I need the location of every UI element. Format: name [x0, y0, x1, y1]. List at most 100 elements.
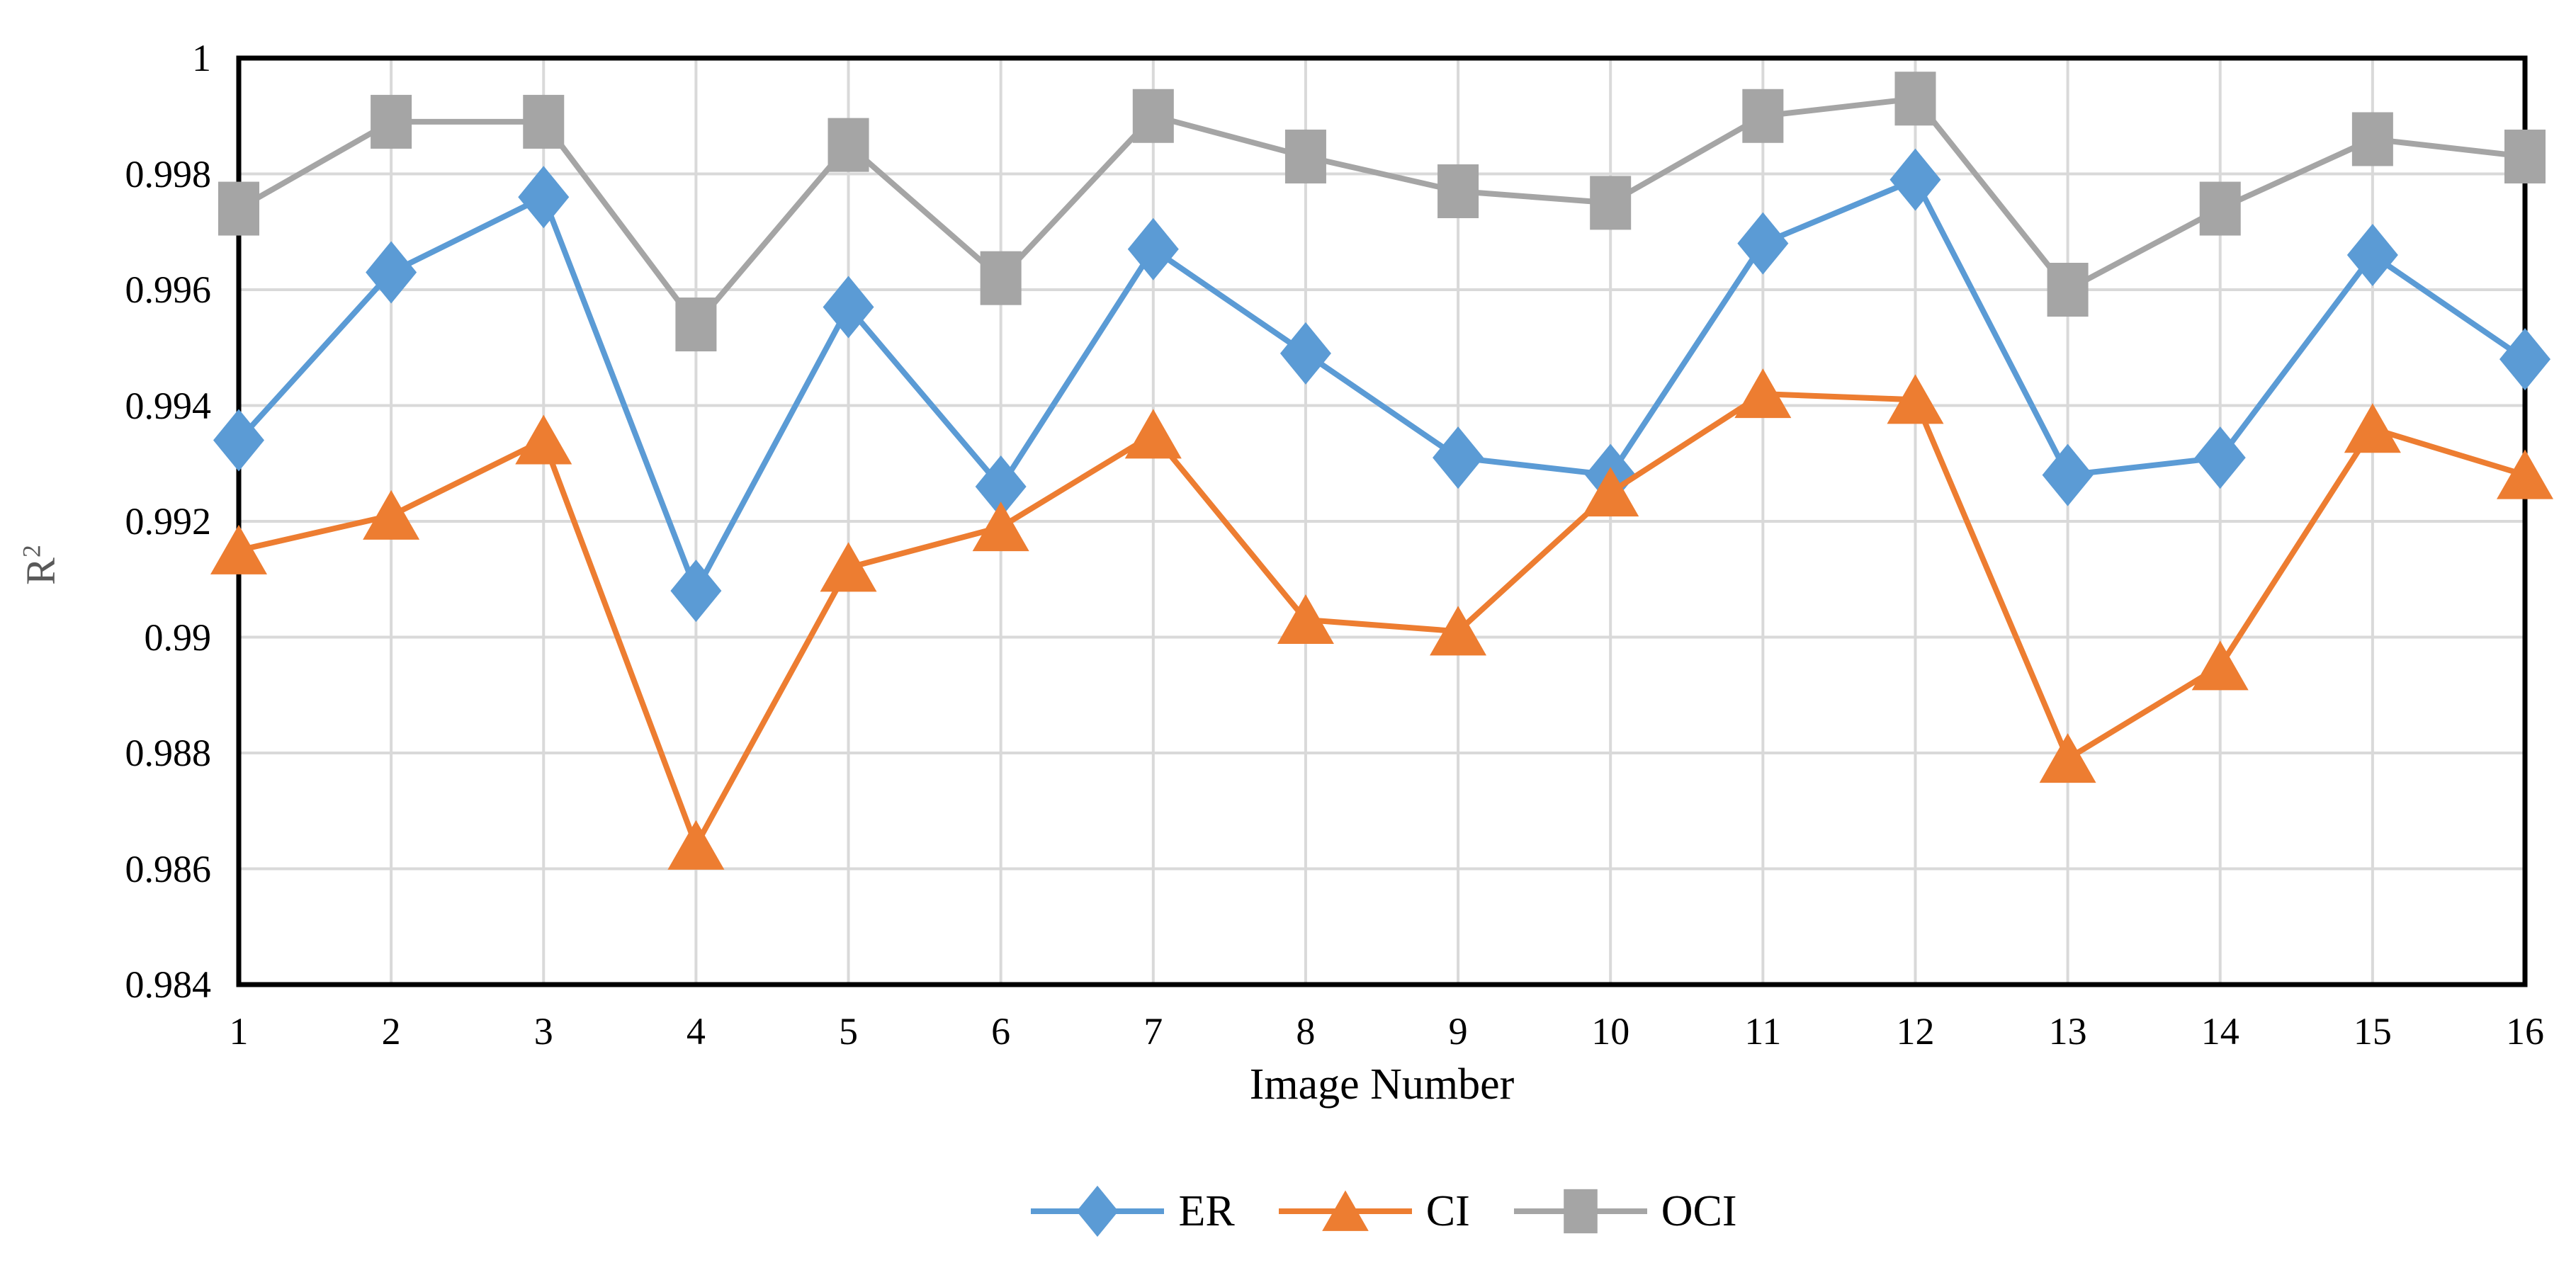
triangle-marker	[1887, 374, 1944, 424]
y-tick-label: 0.99	[144, 616, 212, 659]
legend-item-OCI: OCI	[1510, 1177, 1737, 1245]
triangle-marker	[2344, 403, 2401, 453]
diamond-marker	[1076, 1185, 1119, 1237]
square-marker	[675, 298, 717, 352]
diamond-marker	[2499, 328, 2550, 391]
diamond-marker	[213, 409, 264, 472]
legend-label: ER	[1178, 1186, 1235, 1235]
x-tick-label: 14	[2201, 1010, 2239, 1053]
square-marker	[1437, 164, 1479, 219]
x-tick-label: 8	[1296, 1010, 1316, 1053]
x-axis-title-box: Image Number	[239, 1060, 2525, 1110]
legend-label: OCI	[1661, 1186, 1737, 1235]
triangle-marker	[363, 489, 420, 540]
square-marker	[1284, 129, 1326, 183]
x-tick-label: 7	[1143, 1010, 1163, 1053]
square-marker	[218, 181, 259, 236]
y-tick-label: 0.998	[125, 152, 212, 196]
diamond-marker	[1737, 212, 1789, 275]
diamond-marker	[2194, 426, 2246, 489]
square-marker	[2504, 129, 2546, 183]
series-CI	[210, 368, 2553, 870]
square-marker	[1563, 1189, 1598, 1234]
y-axis-title-superscript: 2	[17, 544, 46, 557]
series-ER	[213, 148, 2550, 623]
x-tick-label: 13	[2048, 1010, 2087, 1053]
diamond-marker	[2042, 443, 2094, 506]
diamond-marker	[2346, 223, 2398, 286]
triangle-marker	[2191, 640, 2249, 691]
triangle-marker	[1124, 409, 1182, 459]
y-tick-label: 1	[192, 37, 211, 79]
legend-key-triangle-icon	[1278, 1190, 1412, 1231]
square-marker	[2351, 112, 2393, 166]
x-tick-label: 11	[1744, 1010, 1782, 1053]
x-tick-label: 4	[686, 1010, 706, 1053]
series-OCI	[218, 72, 2546, 352]
square-marker	[980, 251, 1022, 305]
square-marker	[2047, 263, 2089, 317]
diamond-marker	[823, 276, 874, 339]
legend-label: CI	[1425, 1186, 1470, 1235]
diamond-marker	[975, 455, 1027, 518]
y-tick-label: 0.986	[125, 847, 212, 890]
x-tick-label: 9	[1448, 1010, 1468, 1053]
series-CI-line	[236, 391, 2528, 849]
y-axis-title-base: R	[17, 557, 64, 585]
diamond-marker	[1889, 148, 1941, 211]
y-axis-title: R2	[16, 545, 64, 585]
diamond-marker	[1433, 426, 1484, 489]
gridlines	[239, 58, 2525, 985]
x-tick-label: 12	[1896, 1010, 1935, 1053]
x-tick-label: 10	[1591, 1010, 1630, 1053]
y-axis-title-box: R2	[0, 476, 86, 653]
legend-item-ER: ER	[1027, 1177, 1235, 1245]
square-marker	[1590, 176, 1632, 230]
legend-key-diamond-icon	[1031, 1185, 1165, 1237]
diamond-marker	[518, 166, 570, 229]
square-marker	[1894, 72, 1936, 126]
square-marker	[1132, 89, 1174, 143]
square-marker	[2199, 181, 2241, 236]
plot-frame	[236, 55, 2528, 987]
triangle-marker	[972, 502, 1029, 552]
triangle-marker	[1321, 1190, 1369, 1231]
x-tick-label: 15	[2353, 1010, 2392, 1053]
x-tick-label: 6	[991, 1010, 1011, 1053]
square-marker	[371, 94, 412, 149]
triangle-marker	[1430, 606, 1487, 656]
y-tick-label: 0.992	[125, 500, 212, 543]
triangle-marker	[1734, 368, 1792, 419]
triangle-marker	[210, 524, 267, 574]
square-marker	[523, 94, 565, 149]
triangle-marker	[2039, 733, 2096, 783]
diamond-marker	[670, 560, 722, 623]
diamond-marker	[366, 241, 417, 304]
x-tick-label: 1	[229, 1010, 249, 1053]
square-marker	[1742, 89, 1784, 143]
y-tick-label: 0.984	[125, 963, 212, 1006]
triangle-marker	[1277, 594, 1334, 644]
legend-key-square-icon	[1513, 1189, 1647, 1234]
triangle-marker	[820, 542, 877, 592]
square-marker	[827, 118, 869, 172]
x-axis-title: Image Number	[1249, 1060, 1515, 1109]
triangle-marker	[667, 820, 725, 870]
series-OCI-line	[236, 96, 2528, 328]
series-ER-line	[236, 176, 2528, 594]
triangle-marker	[2497, 449, 2553, 499]
diamond-marker	[1127, 217, 1179, 280]
x-tick-label: 2	[381, 1010, 401, 1053]
y-tick-label: 0.994	[125, 384, 212, 427]
triangle-marker	[515, 414, 572, 465]
x-tick-label: 16	[2506, 1010, 2544, 1053]
triangle-marker	[1582, 467, 1639, 517]
diamond-marker	[1279, 322, 1331, 385]
chart-legend: ER CI OCI	[239, 1177, 2525, 1245]
y-tick-label: 0.996	[125, 268, 212, 311]
x-tick-label: 5	[839, 1010, 859, 1053]
legend-item-CI: CI	[1275, 1177, 1470, 1245]
x-tick-label: 3	[533, 1010, 553, 1053]
